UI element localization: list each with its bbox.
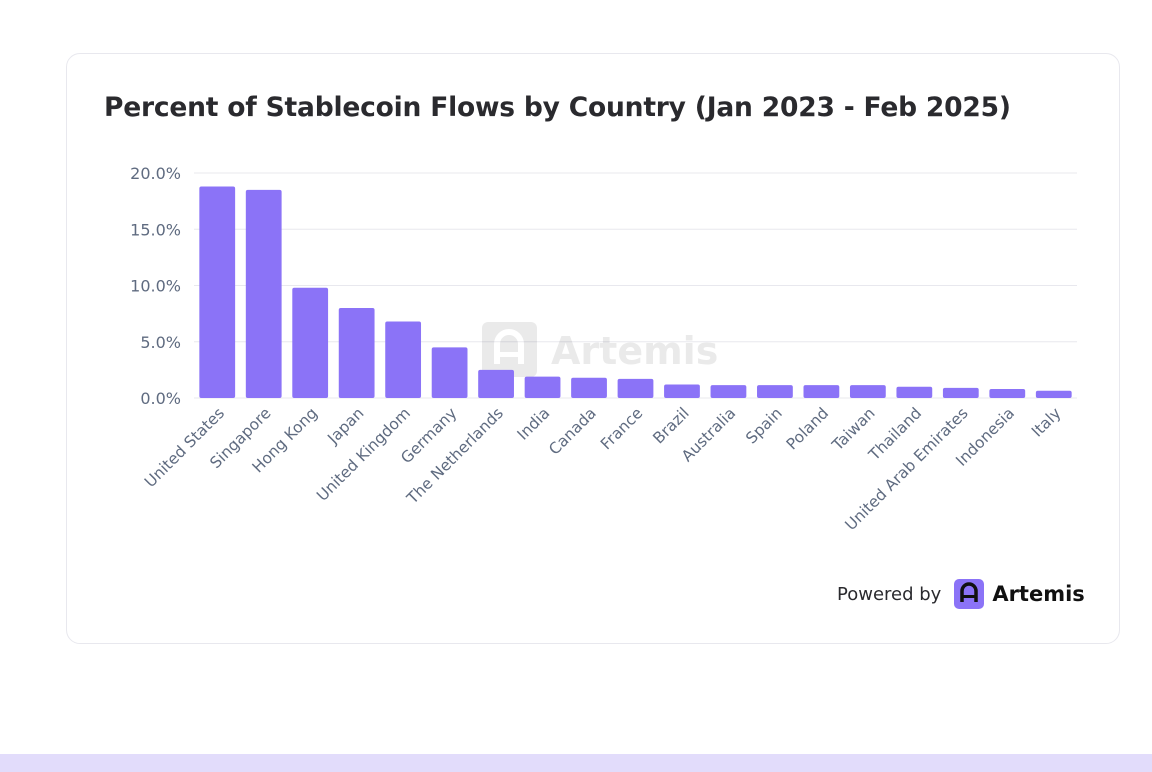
- bar-taiwan[interactable]: [849, 385, 886, 398]
- bar-indonesia[interactable]: [989, 389, 1026, 398]
- powered-by-text: Powered by: [837, 583, 942, 605]
- bar-thailand[interactable]: [896, 386, 933, 398]
- watermark: Artemis: [482, 322, 718, 377]
- bar-united-kingdom[interactable]: [385, 321, 422, 399]
- bars: [199, 186, 1072, 399]
- x-tick-label: United States: [141, 404, 228, 491]
- chart-card: Percent of Stablecoin Flows by Country (…: [66, 53, 1120, 644]
- chart-title: Percent of Stablecoin Flows by Country (…: [104, 92, 1011, 123]
- watermark-text: Artemis: [551, 329, 718, 373]
- y-tick-label: 15.0%: [130, 220, 181, 239]
- bar-japan[interactable]: [338, 308, 375, 398]
- y-tick-label: 5.0%: [140, 333, 181, 352]
- x-tick-label: Japan: [323, 404, 367, 448]
- x-tick-label: Italy: [1028, 404, 1065, 441]
- bar-hong-kong[interactable]: [292, 287, 329, 398]
- bar-spain[interactable]: [757, 385, 793, 398]
- y-axis-ticks: 0.0% 5.0% 10.0% 15.0% 20.0%: [130, 164, 181, 408]
- bar-france[interactable]: [617, 378, 654, 398]
- bar-united-states[interactable]: [199, 186, 236, 399]
- x-tick-label: France: [597, 404, 646, 453]
- bottom-band: [0, 754, 1152, 772]
- bar-the-netherlands[interactable]: [478, 369, 514, 398]
- x-tick-label: India: [514, 404, 554, 444]
- y-tick-label: 10.0%: [130, 277, 181, 296]
- x-tick-label: Poland: [783, 404, 832, 453]
- y-tick-label: 0.0%: [140, 389, 181, 408]
- x-tick-label: Spain: [742, 404, 785, 447]
- x-tick-label: Canada: [545, 404, 599, 458]
- y-tick-label: 20.0%: [130, 164, 181, 183]
- powered-by[interactable]: Powered by Artemis: [837, 579, 1085, 609]
- bar-united-arab-emirates[interactable]: [942, 387, 979, 398]
- artemis-logo-icon: [482, 322, 537, 377]
- artemis-logo-icon: [954, 579, 985, 609]
- bar-singapore[interactable]: [245, 189, 282, 398]
- bar-germany[interactable]: [431, 347, 468, 398]
- bar-italy[interactable]: [1035, 390, 1072, 398]
- bar-poland[interactable]: [803, 385, 840, 398]
- bar-india[interactable]: [524, 376, 561, 398]
- bar-chart: Artemis 0.0% 5.0% 10.0% 15.0% 20.0% United S…: [130, 164, 1077, 534]
- brand-name: Artemis: [992, 582, 1085, 606]
- x-tick-label: Brazil: [649, 404, 692, 447]
- bar-canada[interactable]: [571, 377, 607, 398]
- bar-australia[interactable]: [710, 385, 747, 398]
- bar-brazil[interactable]: [664, 384, 700, 399]
